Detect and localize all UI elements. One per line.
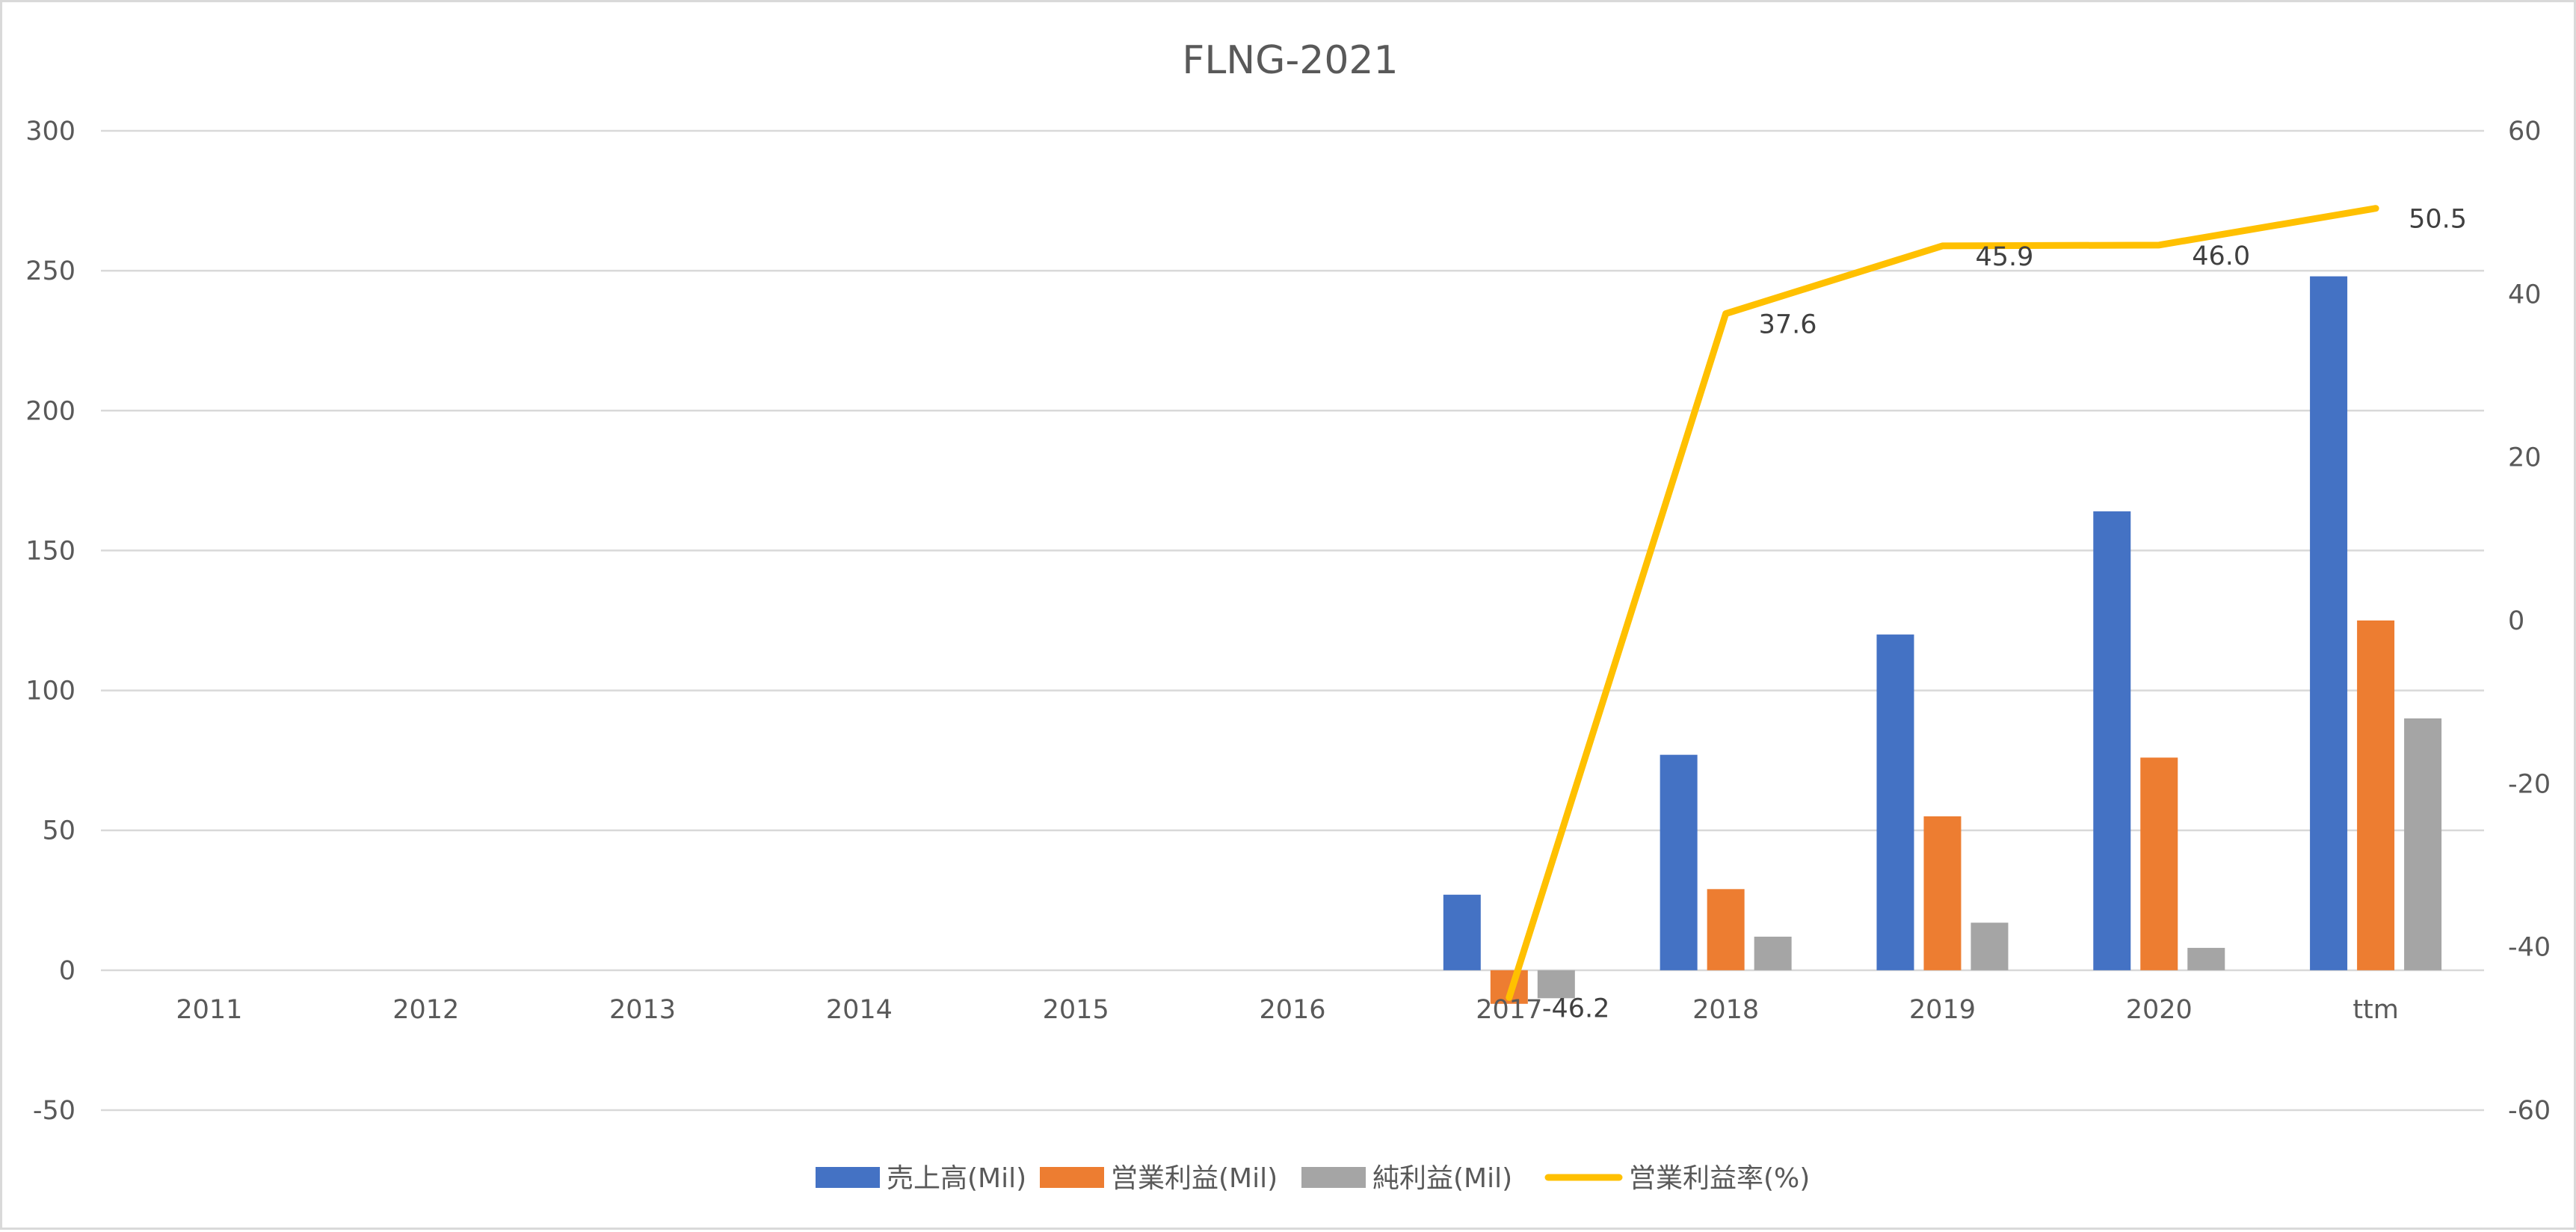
bar-net-income [1537,970,1575,999]
right-axis-ticks: 60 40 20 0 -20 -40 -60 [2508,117,2551,1126]
legend-label: 営業利益率(%) [1629,1163,1810,1194]
bar-operating-income [2140,757,2178,970]
legend-label: 純利益(Mil) [1372,1163,1512,1194]
category-tick-label: 2020 [2126,995,2193,1025]
left-axis-tick-label: 150 [25,536,76,566]
category-tick-label: 2016 [1259,995,1325,1025]
left-axis-tick-label: 100 [25,677,76,706]
data-label: -46.2 [1542,994,1610,1023]
right-axis-tick-label: -40 [2508,933,2551,963]
bar-net-income [2187,947,2225,970]
category-tick-label: ttm [2352,995,2399,1025]
category-tick-label: 2013 [609,995,676,1025]
left-axis-tick-label: -50 [33,1096,76,1126]
category-tick-label: 2015 [1043,995,1109,1025]
legend: 売上高(Mil) 営業利益(Mil) 純利益(Mil) 営業利益率(%) [816,1163,1810,1194]
right-axis-tick-label: 40 [2508,280,2542,309]
operating-margin-line [1506,205,2379,1001]
category-tick-label: 2011 [176,995,242,1025]
chart-title: FLNG-2021 [1182,38,1398,83]
bar-net-income [2404,718,2442,970]
line-series: -46.2 37.6 45.9 46.0 50.5 [1506,205,2467,1023]
left-axis-tick-label: 250 [25,256,76,286]
left-axis-tick-label: 300 [25,117,76,147]
left-axis-tick-label: 50 [42,816,76,846]
legend-swatch [1301,1167,1366,1188]
category-tick-label: 2019 [1909,995,1976,1025]
legend-item: 売上高(Mil) [816,1163,1026,1194]
bar-revenue [2093,511,2131,970]
bar-net-income [1970,923,2009,970]
right-axis-tick-label: 20 [2508,443,2542,473]
bar-operating-income [1923,816,1962,970]
data-label: 50.5 [2409,205,2467,235]
right-axis-tick-label: 0 [2508,606,2524,636]
left-axis-tick-label: 0 [59,956,76,986]
bar-revenue [1443,894,1481,970]
bar-revenue [1660,754,1698,970]
bar-operating-income [2357,620,2395,970]
legend-label: 売上高(Mil) [887,1163,1026,1194]
bar-operating-income [1707,889,1745,970]
legend-item: 純利益(Mil) [1301,1163,1512,1194]
left-axis-ticks: 300 250 200 150 100 50 0 -50 [25,117,76,1126]
left-axis-tick-label: 200 [25,396,76,426]
legend-label: 営業利益(Mil) [1111,1163,1278,1194]
legend-item: 営業利益(Mil) [1040,1163,1278,1194]
gridlines [101,129,2484,1112]
legend-swatch [1040,1167,1104,1188]
bar-series [1443,276,2442,1004]
right-axis-tick-label: 60 [2508,117,2542,147]
data-label: 37.6 [1759,310,1817,340]
bar-revenue [1876,634,1914,970]
legend-swatch [816,1167,880,1188]
category-tick-label: 2018 [1692,995,1759,1025]
category-tick-label: 2014 [826,995,893,1025]
legend-item: 営業利益率(%) [1544,1163,1810,1194]
data-label: 45.9 [1975,242,2033,272]
right-axis-tick-label: -20 [2508,769,2551,799]
bar-net-income [1754,936,1792,970]
bar-revenue [2310,276,2348,970]
category-axis: 2011 2012 2013 2014 2015 2016 2017 2018 2019 2020… [176,995,2398,1025]
data-label: 46.0 [2192,241,2250,271]
right-axis-tick-label: -60 [2508,1096,2551,1126]
category-tick-label: 2012 [392,995,459,1025]
